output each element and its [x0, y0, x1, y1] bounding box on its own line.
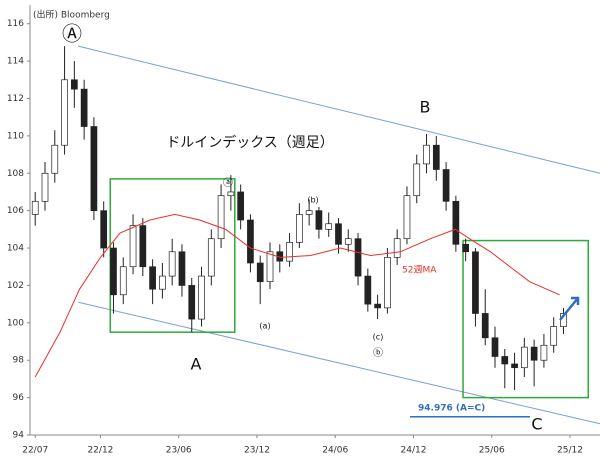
candle-body [237, 191, 245, 221]
annotation: ⓐ [223, 177, 233, 189]
candle-body [90, 126, 98, 212]
annotation: (b) [307, 196, 318, 205]
candle-body [452, 200, 460, 245]
annotation: C [531, 415, 542, 434]
candle-body [442, 169, 450, 202]
candle-body [217, 195, 225, 240]
candle-body [31, 200, 39, 215]
candle-body [325, 223, 333, 230]
candle-body [168, 251, 176, 277]
y-tick-label: 100 [7, 318, 24, 328]
candle-body [393, 238, 401, 258]
x-tick-label: 22/07 [22, 446, 48, 456]
ma-line [34, 213, 560, 378]
candle-body [266, 251, 274, 283]
candle-body [462, 243, 470, 253]
candle-body [540, 344, 548, 361]
x-tick-label: 23/12 [244, 446, 270, 456]
candle-body [159, 275, 166, 290]
candle-body [305, 210, 313, 215]
x-tick-label: 23/06 [166, 446, 192, 456]
candle-body [129, 225, 137, 268]
candle-body [511, 363, 518, 369]
arrow [559, 296, 580, 321]
y-tick-label: 102 [7, 281, 24, 291]
candle-body [501, 356, 509, 365]
candle-body [374, 303, 381, 309]
candle-body [286, 242, 293, 262]
candle-body [491, 337, 499, 357]
candle-body [472, 251, 479, 314]
candle-body [139, 225, 147, 268]
y-tick-label: 104 [7, 244, 24, 254]
trendline [78, 45, 601, 174]
y-tick-label: 110 [7, 131, 24, 141]
candle-body [413, 163, 421, 197]
y-tick-label: 114 [7, 57, 24, 67]
candle-body [344, 238, 352, 245]
ma-label: 52週MA [402, 265, 437, 276]
candle-body [550, 326, 558, 346]
candle-body [41, 172, 49, 202]
candle-body [403, 195, 411, 240]
candle-body [295, 214, 303, 243]
x-tick-label: 24/06 [322, 446, 348, 456]
candle-body [198, 275, 205, 320]
x-tick-label: 25/06 [479, 446, 505, 456]
candle-body [149, 266, 156, 290]
candle-body [384, 257, 391, 309]
candle-body [119, 266, 127, 296]
candle-body [256, 262, 264, 283]
candle-body [227, 191, 235, 197]
x-tick-label: 25/12 [557, 446, 583, 456]
annotation: (a) [259, 322, 270, 331]
annotation: ⓑ [373, 347, 383, 359]
candle-body [530, 346, 538, 361]
candle-body [364, 275, 372, 305]
candle-body [80, 88, 88, 127]
x-tick-label: 22/12 [87, 446, 113, 456]
candle-body [207, 238, 215, 277]
candle-body [178, 251, 186, 286]
annotation: (c) [373, 333, 384, 342]
y-tick-label: 96 [13, 393, 25, 403]
y-tick-label: 98 [13, 356, 25, 366]
candle-body [247, 219, 254, 264]
chart-title: ドルインデックス（週足） [166, 134, 334, 151]
y-tick-label: 116 [7, 19, 24, 29]
y-tick-label: 94 [13, 431, 25, 441]
candle-body [70, 79, 78, 90]
candle-body [423, 144, 430, 165]
candle-body [354, 238, 362, 277]
candle-body [315, 210, 323, 230]
candle-body [61, 79, 68, 146]
annotation: A [191, 355, 202, 374]
annotation: B [420, 98, 431, 117]
candle-body [110, 247, 117, 296]
target-label: 94.976 (A=C) [418, 403, 485, 413]
box [462, 239, 590, 399]
candle-body [335, 223, 342, 245]
candle-body [432, 144, 440, 170]
y-tick-label: 106 [7, 206, 24, 216]
candle-body [100, 210, 108, 249]
trendline [78, 301, 601, 425]
x-tick-label: 24/12 [401, 446, 427, 456]
annotation: Ⓐ [62, 22, 82, 46]
candle-body [188, 285, 196, 320]
source: (出所) Bloomberg [33, 9, 110, 21]
candle-body [481, 313, 489, 339]
y-tick-label: 112 [7, 94, 24, 104]
y-tick-label: 108 [7, 169, 24, 179]
candle-body [520, 346, 528, 369]
candle-body [51, 144, 59, 174]
